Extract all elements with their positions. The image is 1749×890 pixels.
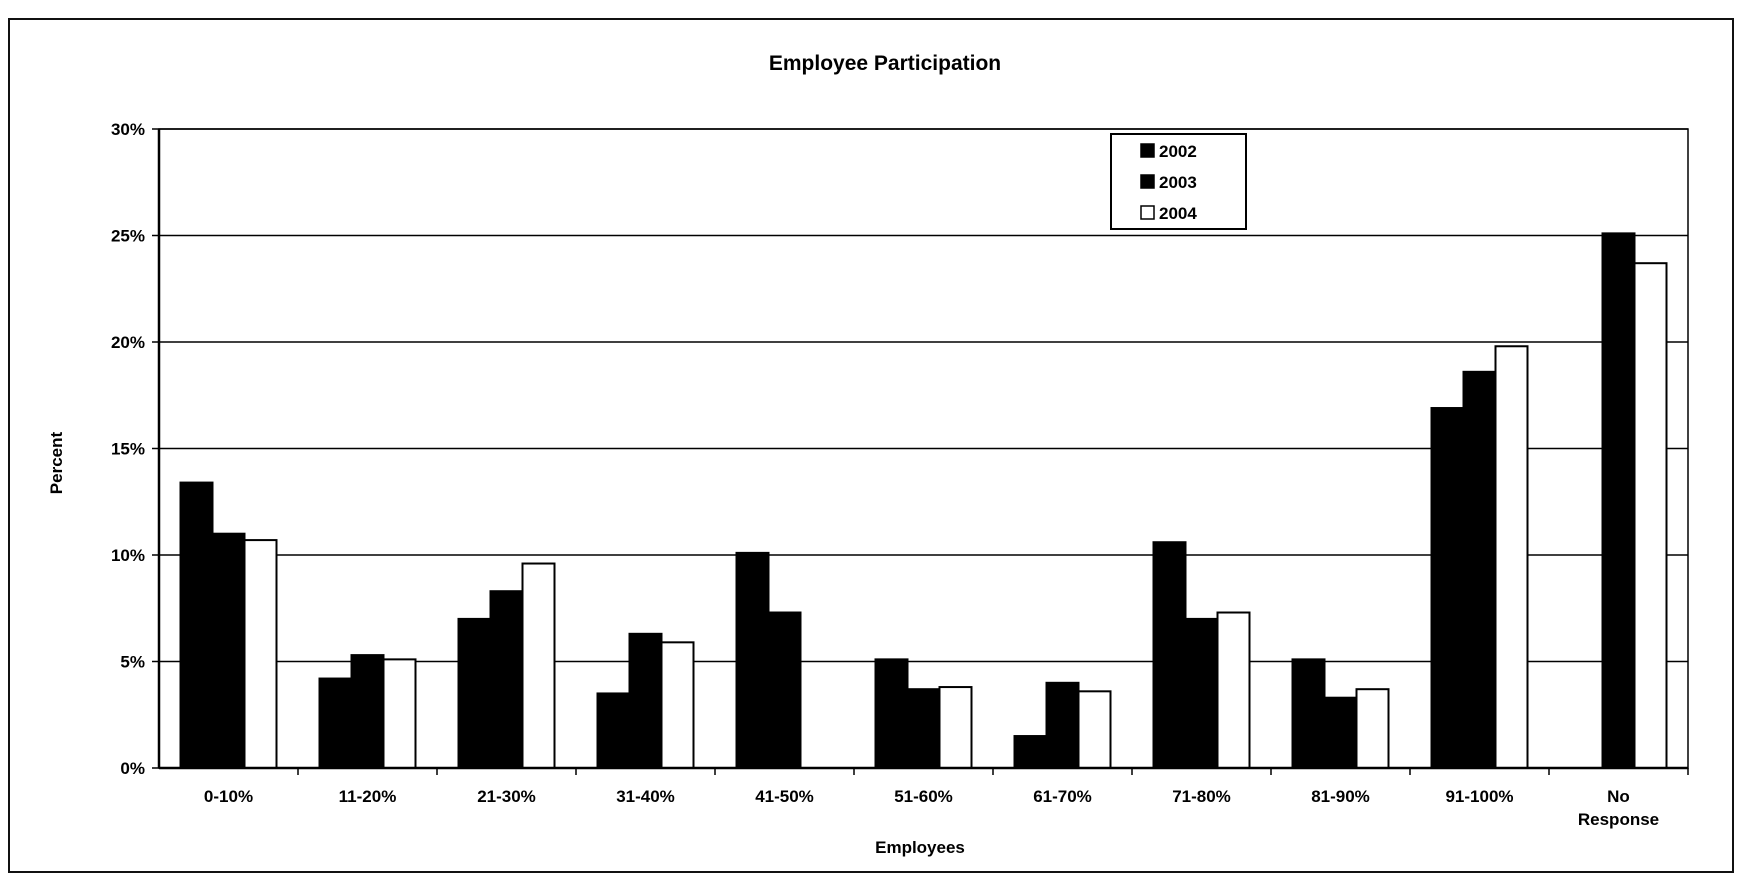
bar-2004-2 — [521, 562, 556, 770]
bar-2003-3 — [628, 632, 663, 769]
category-label: 81-90% — [1311, 787, 1370, 806]
legend-box — [1110, 133, 1247, 230]
category-label: 61-70% — [1033, 787, 1092, 806]
bar-2002-8 — [1291, 658, 1326, 769]
category-label: 91-100% — [1445, 787, 1513, 806]
bar-2002-4 — [735, 551, 770, 769]
bar-2002-7 — [1152, 541, 1187, 769]
y-tick-label: 30% — [111, 120, 145, 139]
y-tick-labels: 0% 5% 10% 15% 20% 25% 30% — [111, 120, 145, 778]
bar-2003-5 — [906, 688, 941, 769]
y-tick-label: 25% — [111, 227, 145, 246]
legend: 2002 2003 2004 — [1110, 133, 1247, 230]
category-label: No — [1607, 787, 1630, 806]
bar-2003-6 — [1045, 681, 1080, 769]
bar-2004-6 — [1077, 690, 1112, 770]
bar-2002-1 — [318, 677, 353, 769]
category-label: Response — [1578, 810, 1659, 829]
legend-swatch-2003 — [1140, 174, 1155, 189]
legend-swatch-2002 — [1140, 143, 1155, 158]
y-tick-label: 5% — [120, 653, 145, 672]
bar-2002-5 — [874, 658, 909, 769]
bar-2004-1 — [382, 658, 417, 769]
bar-2004-9 — [1494, 345, 1529, 769]
bar-2004-7 — [1216, 611, 1251, 770]
bar-2003-9 — [1462, 370, 1497, 769]
y-tick-label: 20% — [111, 333, 145, 352]
chart-frame — [8, 18, 1734, 873]
bar-2004-5 — [938, 686, 973, 769]
bar-2002-0 — [179, 481, 214, 769]
bar-2003-8 — [1323, 696, 1358, 770]
axes — [152, 128, 1689, 775]
bar-2004-8 — [1355, 688, 1390, 769]
legend-label-2002: 2002 — [1159, 142, 1197, 161]
bar-2003-4 — [767, 611, 802, 770]
bar-2003-0 — [211, 532, 246, 770]
legend-label-2003: 2003 — [1159, 173, 1197, 192]
bar-2003-1 — [350, 654, 385, 769]
y-axis-title: Percent — [47, 431, 66, 494]
category-label: 11-20% — [339, 787, 397, 806]
legend-label-2004: 2004 — [1159, 204, 1197, 223]
bars — [179, 232, 1668, 770]
chart-title: Employee Participation — [769, 52, 1001, 75]
bar-2003-7 — [1184, 617, 1219, 770]
bar-2004-3 — [660, 641, 695, 770]
bar-2004-0 — [243, 539, 278, 770]
category-label: 0-10% — [204, 787, 253, 806]
y-tick-label: 15% — [111, 440, 145, 459]
legend-swatch-2004 — [1140, 205, 1155, 220]
bar-2003-2 — [489, 590, 524, 770]
category-label: 51-60% — [894, 787, 953, 806]
y-tick-label: 10% — [111, 546, 145, 565]
y-tick-label: 0% — [120, 759, 145, 778]
category-label: 21-30% — [477, 787, 536, 806]
x-axis-title: Employees — [875, 838, 965, 857]
category-label: 71-80% — [1172, 787, 1231, 806]
bar-2002-2 — [457, 617, 492, 770]
bar-2004-10 — [1633, 262, 1668, 769]
category-label: 41-50% — [755, 787, 814, 806]
bar-2002-3 — [596, 692, 631, 770]
bar-2003-10 — [1601, 232, 1636, 769]
bar-2002-6 — [1013, 735, 1048, 769]
category-labels: 0-10% 11-20% 21-30% 31-40% 41-50% 51-60% 61-70… — [204, 787, 1659, 829]
bar-2002-9 — [1430, 407, 1465, 769]
category-label: 31-40% — [616, 787, 675, 806]
